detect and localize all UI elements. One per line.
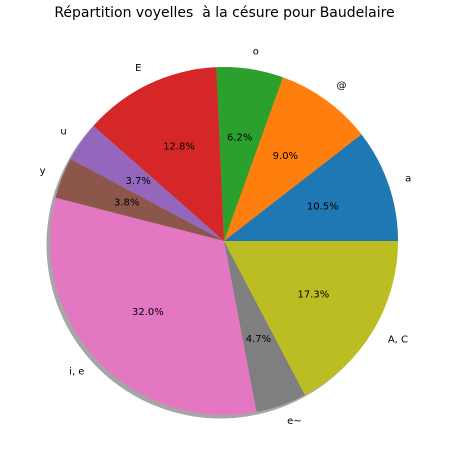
- chart-title: Répartition voyelles à la césure pour Ba…: [54, 5, 395, 21]
- slice-category-label: E: [135, 63, 141, 74]
- pie-slice: [224, 77, 362, 241]
- slice-category-label: u: [60, 126, 66, 137]
- slice-percent-label: 3.8%: [114, 198, 139, 209]
- pie-slice: [224, 134, 398, 241]
- slice-category-label: y: [40, 166, 46, 177]
- slice-percent-label: 17.3%: [297, 289, 329, 300]
- slice-category-label: A, C: [388, 334, 408, 345]
- slice-percent-label: 6.2%: [227, 132, 252, 143]
- pie-slice: [70, 125, 224, 241]
- slice-category-label: o: [253, 46, 259, 57]
- pie-slice: [224, 241, 398, 396]
- pie-slice: [224, 241, 305, 412]
- pie-slice: [50, 197, 257, 415]
- slice-category-label: @: [337, 81, 347, 92]
- slice-percent-label: 9.0%: [273, 151, 298, 162]
- slice-category-label: i, e: [69, 367, 84, 378]
- pie-slice: [216, 67, 283, 241]
- pie-slice: [93, 67, 224, 241]
- slice-percent-label: 10.5%: [307, 202, 339, 213]
- slice-percent-label: 4.7%: [246, 334, 271, 345]
- slice-category-label: a: [405, 174, 411, 185]
- slice-percent-label: 32.0%: [132, 307, 164, 318]
- pie-slice: [55, 159, 225, 241]
- slice-percent-label: 3.7%: [126, 176, 151, 187]
- slice-percent-label: 12.8%: [163, 141, 195, 152]
- slice-category-label: e~: [287, 416, 302, 427]
